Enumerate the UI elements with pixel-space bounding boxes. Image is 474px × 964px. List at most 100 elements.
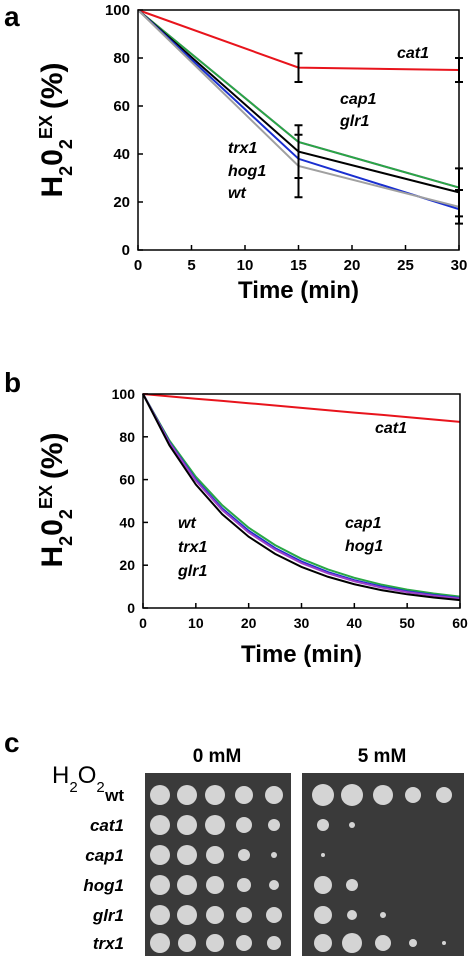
annotation: glr1 xyxy=(177,563,207,580)
colony-spot xyxy=(206,906,224,924)
treatment-label-part: O xyxy=(78,762,97,789)
x-tick-label: 10 xyxy=(237,257,254,274)
colony-spot xyxy=(150,815,170,835)
x-tick-label: 60 xyxy=(452,615,468,631)
y-axis-label-part: 2 xyxy=(56,166,76,176)
x-axis-label: Time (min) xyxy=(241,641,362,668)
y-axis-label-part: 2 xyxy=(56,139,76,149)
colony-spot xyxy=(341,784,363,806)
colony-spot xyxy=(206,876,224,894)
y-tick-label: 40 xyxy=(119,514,135,530)
y-axis-label-part: EX xyxy=(36,485,56,509)
colony-spot xyxy=(177,845,197,865)
annotation: wt xyxy=(178,515,196,532)
x-tick-label: 30 xyxy=(294,615,310,631)
strain-label: glr1 xyxy=(92,906,124,925)
annotation: trx1 xyxy=(178,539,207,556)
annotation: cap1 xyxy=(340,91,377,108)
treatment-label: H2O2 xyxy=(52,762,105,796)
colony-spot xyxy=(314,876,332,894)
series-line xyxy=(142,393,461,598)
y-tick-label: 100 xyxy=(105,2,130,19)
strain-label: cat1 xyxy=(90,816,124,835)
strain-label: trx1 xyxy=(93,934,124,953)
colony-spot xyxy=(436,787,452,803)
strain-label: hog1 xyxy=(83,876,124,895)
colony-spot xyxy=(205,815,225,835)
annotation: glr1 xyxy=(339,113,369,130)
colony-spot xyxy=(312,784,334,806)
y-tick-label: 80 xyxy=(113,50,130,67)
y-axis-label: H202EX(%) xyxy=(36,432,76,567)
colony-spot xyxy=(269,880,279,890)
colony-spot xyxy=(206,846,224,864)
condition-label: 0 mM xyxy=(193,746,242,767)
x-tick-label: 50 xyxy=(399,615,415,631)
y-tick-label: 20 xyxy=(119,557,135,573)
colony-spot xyxy=(178,934,196,952)
y-axis-label-part: 0 xyxy=(36,519,69,536)
colony-spot xyxy=(321,853,325,857)
x-tick-label: 40 xyxy=(347,615,363,631)
colony-spot xyxy=(177,785,197,805)
series-line xyxy=(142,393,461,600)
y-axis-label-part: 2 xyxy=(56,536,76,546)
y-tick-label: 0 xyxy=(127,600,135,616)
y-tick-label: 60 xyxy=(113,98,130,115)
x-tick-label: 20 xyxy=(344,257,361,274)
colony-spot xyxy=(314,934,332,952)
colony-spot xyxy=(206,934,224,952)
x-tick-label: 30 xyxy=(451,257,468,274)
annotation: cat1 xyxy=(397,45,429,62)
strain-label: cap1 xyxy=(85,846,124,865)
annotation: wt xyxy=(228,185,246,202)
x-tick-label: 15 xyxy=(290,257,307,274)
colony-spot xyxy=(266,907,282,923)
panel-label: c xyxy=(4,727,20,758)
colony-spot xyxy=(235,786,253,804)
panel-label: a xyxy=(4,1,20,32)
y-axis-label: H202EX(%) xyxy=(36,62,76,197)
colony-spot xyxy=(177,875,197,895)
y-axis-label-part: H xyxy=(36,546,69,568)
colony-spot xyxy=(409,939,417,947)
colony-spot xyxy=(373,785,393,805)
treatment-label-part: 2 xyxy=(96,779,104,796)
y-axis-label-part: 0 xyxy=(36,149,69,166)
colony-spot xyxy=(268,819,280,831)
colony-spot xyxy=(267,936,281,950)
colony-spot xyxy=(236,935,252,951)
series-line xyxy=(142,393,461,423)
colony-spot xyxy=(150,933,170,953)
annotation: hog1 xyxy=(228,163,266,180)
colony-spot xyxy=(150,875,170,895)
y-axis-label-part: 2 xyxy=(56,509,76,519)
colony-spot xyxy=(150,785,170,805)
treatment-label-part: H xyxy=(52,762,69,789)
colony-spot xyxy=(442,941,446,945)
colony-spot xyxy=(236,907,252,923)
colony-spot xyxy=(405,787,421,803)
colony-spot xyxy=(237,878,251,892)
x-tick-label: 0 xyxy=(139,615,147,631)
colony-spot xyxy=(380,912,386,918)
error-bar xyxy=(294,52,303,83)
colony-spot xyxy=(317,819,329,831)
y-axis-label-part: (%) xyxy=(36,62,69,109)
plot-frame xyxy=(137,9,460,251)
annotation: trx1 xyxy=(228,140,257,157)
annotation: cat1 xyxy=(375,420,407,437)
colony-spot xyxy=(265,786,283,804)
colony-spot xyxy=(238,849,250,861)
colony-spot xyxy=(347,910,357,920)
colony-spot xyxy=(236,817,252,833)
colony-spot xyxy=(342,933,362,953)
error-bar xyxy=(294,133,303,199)
y-tick-label: 40 xyxy=(113,146,130,163)
series-line xyxy=(142,393,461,602)
x-tick-label: 0 xyxy=(134,257,142,274)
treatment-label-part: 2 xyxy=(69,779,77,796)
colony-spot xyxy=(375,935,391,951)
y-tick-label: 100 xyxy=(112,386,136,402)
colony-spot xyxy=(150,905,170,925)
